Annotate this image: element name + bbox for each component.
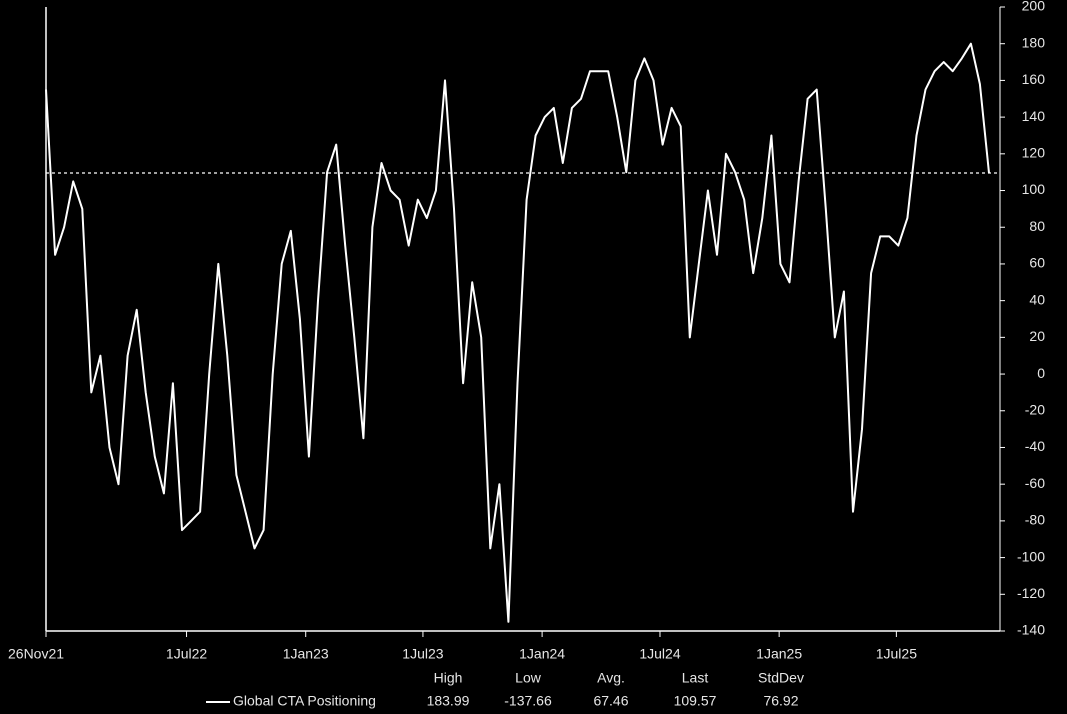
stat-label: Low [515,670,542,686]
y-tick-label: 160 [1022,71,1046,87]
y-tick-label: -20 [1025,401,1045,417]
x-tick-label: 1Jan23 [283,646,329,662]
y-tick-label: 140 [1022,108,1046,124]
stat-value: -137.66 [504,693,552,709]
y-tick-label: -40 [1025,438,1045,454]
x-tick-label: 1Jan25 [756,646,802,662]
x-tick-label: 1Jul22 [166,646,207,662]
y-tick-label: -120 [1017,585,1045,601]
y-tick-label: 200 [1022,0,1046,14]
y-tick-label: 180 [1022,34,1046,50]
x-tick-label: 1Jul24 [639,646,680,662]
y-tick-label: -80 [1025,512,1045,528]
stat-label: High [434,670,463,686]
y-tick-label: 0 [1037,365,1045,381]
x-tick-label: 1Jan24 [519,646,565,662]
y-tick-label: 60 [1029,255,1045,271]
stat-value: 109.57 [674,693,717,709]
x-tick-label: 1Jul25 [876,646,917,662]
stat-value: 183.99 [427,693,470,709]
y-tick-label: 40 [1029,291,1045,307]
y-tick-label: 20 [1029,328,1045,344]
stat-label: Last [682,670,709,686]
y-tick-label: -100 [1017,548,1045,564]
legend-label: Global CTA Positioning [233,693,376,709]
y-tick-label: 80 [1029,218,1045,234]
data-line [45,42,990,623]
stat-label: Avg. [597,670,625,686]
y-tick-label: 120 [1022,145,1046,161]
stat-label: StdDev [758,670,804,686]
stat-value: 76.92 [763,693,798,709]
y-tick-label: -140 [1017,622,1045,638]
y-tick-label: 100 [1022,181,1046,197]
x-tick-label: 26Nov21 [8,646,64,662]
stat-value: 67.46 [593,693,628,709]
y-tick-label: -60 [1025,475,1045,491]
x-tick-label: 1Jul23 [402,646,443,662]
